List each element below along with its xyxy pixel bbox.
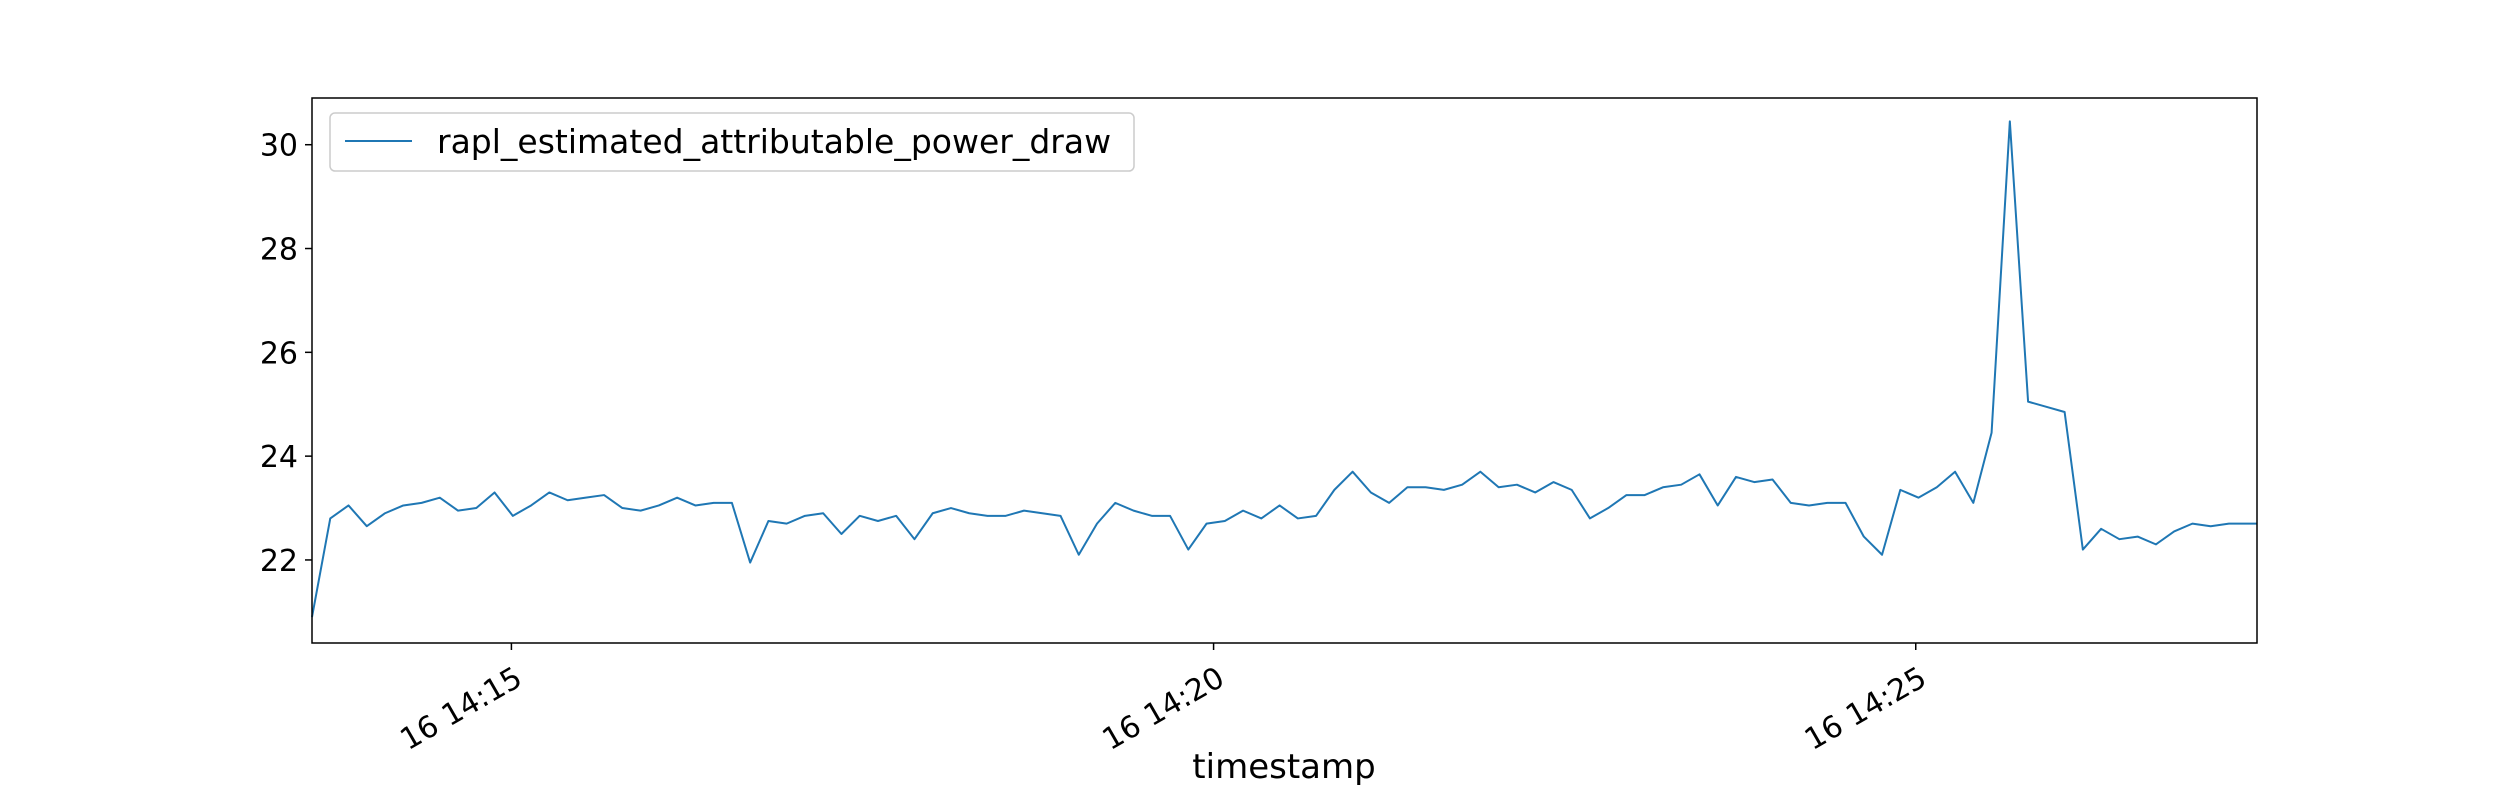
x-axis-title: timestamp — [1192, 747, 1375, 787]
legend-series-label: rapl_estimated_attributable_power_draw — [437, 122, 1111, 161]
y-tick-label: 30 — [260, 129, 298, 164]
series-line — [311, 120, 2257, 618]
legend: rapl_estimated_attributable_power_draw — [329, 112, 1135, 172]
y-axis: 22 24 26 28 30 — [260, 129, 312, 579]
y-tick-label: 28 — [260, 233, 298, 268]
y-tick-label: 24 — [260, 440, 298, 475]
legend-box — [329, 112, 1135, 172]
y-tick-label: 26 — [260, 336, 298, 371]
plot-frame — [311, 97, 2258, 644]
plot-area — [311, 120, 2257, 618]
y-tick-label: 22 — [260, 544, 298, 579]
